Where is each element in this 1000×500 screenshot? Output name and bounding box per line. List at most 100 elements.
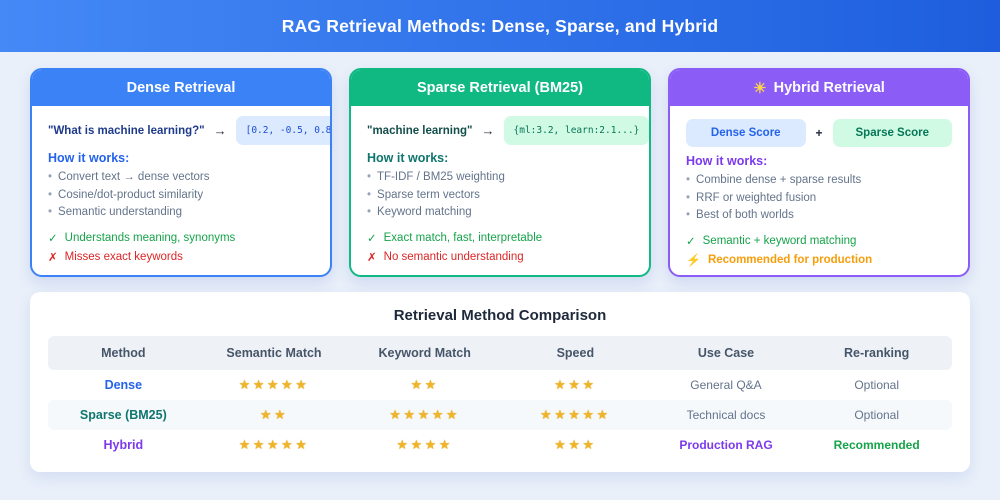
use-case-cell: Production RAG (679, 437, 773, 452)
column-header-keyword-match: Keyword Match (378, 345, 471, 360)
sparse-example-query: "machine learning" (367, 124, 473, 137)
keyword-star-rating: ★★ (410, 376, 439, 392)
bullet-icon: • (48, 188, 53, 201)
use-case-cell: General Q&A (690, 377, 762, 392)
hybrid-card-title: Hybrid Retrieval (773, 80, 885, 96)
sparse-weights-chip: {ml:3.2, learn:2.1...} (503, 116, 649, 145)
arrow-right-icon: → (481, 123, 495, 138)
hybrid-pro-text: Semantic + keyword matching (702, 234, 857, 247)
sparse-score-chip: Sparse Score (832, 119, 953, 147)
list-item: • Convert text → dense vectors (48, 169, 314, 187)
use-case-cell: Technical docs (686, 407, 766, 422)
method-name: Dense (104, 377, 143, 392)
hybrid-how-label: How it works: (686, 154, 768, 168)
list-item: • TF-IDF / BM25 weighting (367, 169, 633, 187)
cross-icon: ✗ (367, 251, 377, 264)
dense-con-text: Misses exact keywords (64, 250, 183, 263)
bullet-icon: • (367, 188, 372, 201)
method-name: Hybrid (103, 437, 144, 452)
dense-card-title: Dense Retrieval (126, 80, 236, 96)
table-row-sparse: Sparse (BM25) ★★ ★★★★★ ★★★★★ Technical d… (48, 399, 952, 430)
dense-retrieval-card: Dense Retrieval "What is machine learnin… (30, 68, 332, 277)
dense-how-label: How it works: (48, 151, 130, 165)
check-icon: ✓ (48, 232, 58, 245)
hybrid-pro-line: ✓ Semantic + keyword matching (686, 234, 952, 248)
dense-pro-text: Understands meaning, synonyms (64, 231, 236, 244)
sparse-bullet-list: • TF-IDF / BM25 weighting • Sparse term ve… (367, 169, 633, 222)
speed-star-rating: ★★★ (554, 436, 597, 452)
dense-score-chip: Dense Score (686, 119, 806, 147)
list-item: • Keyword matching (367, 204, 633, 222)
list-item: • Sparse term vectors (367, 187, 633, 205)
dense-con-line: ✗ Misses exact keywords (48, 250, 314, 264)
lightning-bolt-icon: ⚡ (686, 252, 701, 267)
table-title: Retrieval Method Comparison (393, 306, 607, 324)
dense-card-header: Dense Retrieval (32, 70, 330, 106)
column-header-speed: Speed (556, 345, 595, 360)
method-name: Sparse (BM25) (79, 407, 167, 422)
keyword-star-rating: ★★★★ (396, 436, 453, 452)
cross-icon: ✗ (48, 251, 58, 264)
list-item: • Semantic understanding (48, 204, 314, 222)
bullet-text: Keyword matching (377, 206, 472, 218)
semantic-star-rating: ★★★★★ (238, 436, 310, 452)
list-item: • RRF or weighted fusion (686, 190, 952, 208)
arrow-right-icon: → (213, 123, 227, 138)
bullet-text: Sparse term vectors (377, 188, 480, 201)
dense-bullet-list: • Convert text → dense vectors • Cosine/do… (48, 169, 314, 222)
bullet-text: Semantic understanding (58, 206, 183, 218)
bullet-text: TF-IDF / BM25 weighting (377, 171, 505, 183)
column-header-semantic-match: Semantic Match (226, 345, 322, 360)
sparse-card-title: Sparse Retrieval (BM25) (416, 80, 583, 96)
list-item: • Best of both worlds (686, 207, 952, 225)
sparse-pro-text: Exact match, fast, interpretable (383, 231, 543, 244)
dense-vector-chip: [0.2, -0.5, 0.8...] (235, 116, 330, 145)
dense-example-query: "What is machine learning?" (48, 124, 205, 137)
column-header-use-case: Use Case (697, 345, 755, 360)
sun-icon: ☀ (753, 80, 767, 97)
bullet-icon: • (686, 174, 691, 186)
hybrid-card-header: ☀ Hybrid Retrieval (670, 70, 968, 106)
dense-card-body: "What is machine learning?" → [0.2, -0.5… (32, 106, 330, 272)
list-item: • Combine dense + sparse results (686, 172, 952, 190)
page-title: RAG Retrieval Methods: Dense, Sparse, an… (281, 15, 719, 36)
bullet-icon: • (367, 206, 372, 218)
list-item: • Cosine/dot-product similarity (48, 187, 314, 205)
sparse-example-row: "machine learning" → {ml:3.2, learn:2.1.… (367, 116, 649, 145)
speed-star-rating: ★★★★★ (539, 406, 611, 422)
bullet-text: Convert text → dense vectors (58, 171, 210, 183)
column-header-method: Method (101, 345, 146, 360)
sparse-con-line: ✗ No semantic understanding (367, 250, 633, 264)
speed-star-rating: ★★★ (554, 376, 597, 392)
hybrid-highlight-text: Recommended for production (707, 253, 873, 266)
dense-pro-line: ✓ Understands meaning, synonyms (48, 231, 314, 245)
bullet-text: Cosine/dot-product similarity (58, 188, 204, 201)
bullet-text: Combine dense + sparse results (696, 174, 862, 186)
check-icon: ✓ (686, 235, 696, 248)
hybrid-retrieval-card: ☀ Hybrid Retrieval Dense Score + Sparse … (668, 68, 970, 277)
bullet-text: Best of both worlds (696, 209, 794, 221)
bullet-icon: • (686, 191, 691, 204)
table-row-dense: Dense ★★★★★ ★★ ★★★ General Q&A Optional (48, 370, 952, 400)
bullet-text: RRF or weighted fusion (696, 191, 817, 204)
bullet-icon: • (367, 171, 372, 183)
column-header-reranking: Re-ranking (844, 345, 910, 360)
method-cards-row: Dense Retrieval "What is machine learnin… (0, 52, 1000, 277)
sparse-con-text: No semantic understanding (383, 250, 524, 263)
hybrid-bullet-list: • Combine dense + sparse results • RRF or … (686, 172, 952, 225)
reranking-cell: Optional (854, 407, 900, 422)
hybrid-card-body: Dense Score + Sparse Score How it works:… (670, 106, 968, 275)
sparse-card-body: "machine learning" → {ml:3.2, learn:2.1.… (351, 106, 649, 272)
sparse-card-header: Sparse Retrieval (BM25) (351, 70, 649, 106)
check-icon: ✓ (367, 232, 377, 245)
sparse-how-label: How it works: (367, 151, 449, 165)
comparison-table-card: Retrieval Method Comparison Method Seman… (30, 291, 970, 472)
sparse-retrieval-card: Sparse Retrieval (BM25) "machine learnin… (349, 68, 651, 277)
bullet-icon: • (686, 209, 691, 221)
page-header: RAG Retrieval Methods: Dense, Sparse, an… (0, 0, 1000, 52)
bullet-icon: • (48, 206, 53, 218)
keyword-star-rating: ★★★★★ (389, 406, 461, 422)
semantic-star-rating: ★★ (259, 406, 289, 422)
hybrid-score-row: Dense Score + Sparse Score (686, 119, 953, 147)
reranking-cell: Optional (854, 377, 900, 392)
